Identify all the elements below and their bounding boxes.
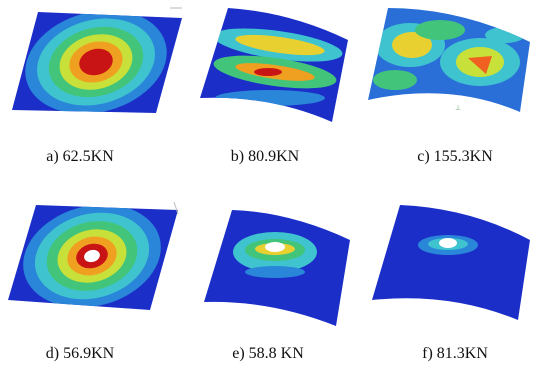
caption: c) 155.3KN xyxy=(417,148,493,166)
caption: a) 62.5KN xyxy=(46,148,114,166)
shell-b xyxy=(195,0,355,130)
shell-c xyxy=(360,0,535,130)
plate-d xyxy=(0,190,200,325)
caption: b) 80.9KN xyxy=(231,148,299,166)
caption: f) 81.3KN xyxy=(422,345,488,363)
axis-glyph: ⊥ xyxy=(455,104,461,112)
caption: e) 58.8 KN xyxy=(232,345,304,363)
shell-f xyxy=(368,200,533,325)
plate-a xyxy=(0,0,200,130)
contour-plots: ⊥ xyxy=(0,0,536,374)
caption: d) 56.9KN xyxy=(46,345,114,363)
figure: ⊥ a) 62.5KN b) 80.9KN c) 155.3KN d) 56.9… xyxy=(0,0,536,374)
shell-e xyxy=(200,205,355,330)
